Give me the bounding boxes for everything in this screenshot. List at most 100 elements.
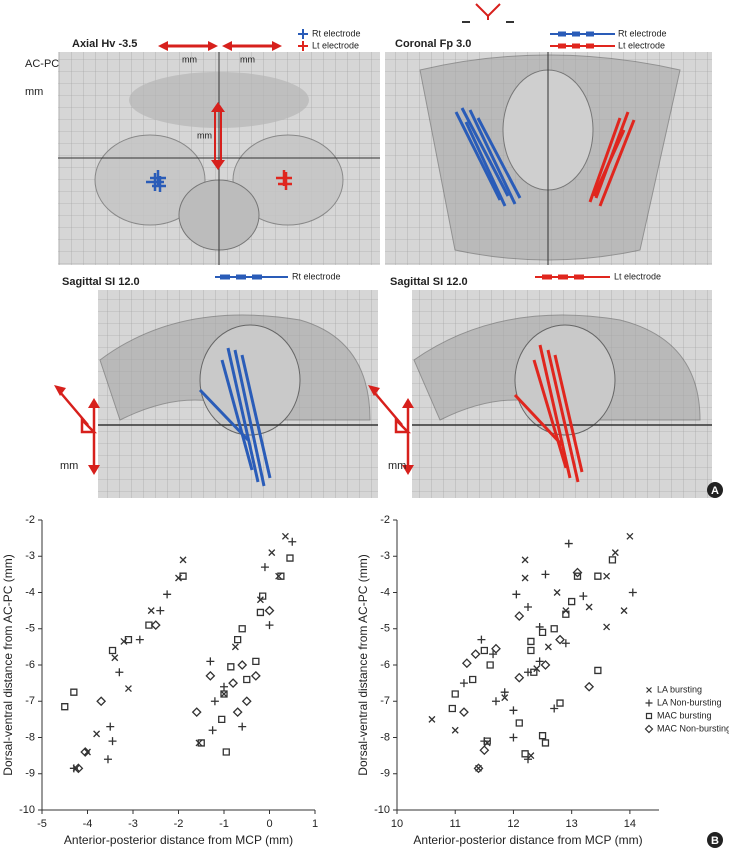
y-tick-label: -6 (380, 659, 390, 671)
data-point (61, 703, 69, 711)
legend-label: Lt electrode (614, 271, 661, 281)
data-point (256, 608, 265, 617)
data-point (163, 590, 172, 599)
x-tick-label: -3 (128, 818, 138, 830)
coronal-title: Coronal Fp 3.0 (395, 38, 471, 50)
data-point (477, 635, 486, 644)
data-point (620, 607, 628, 615)
data-point (243, 675, 251, 684)
data-point (535, 657, 544, 666)
sagittal-title: Sagittal SI 12.0 (62, 276, 140, 288)
data-point (461, 658, 472, 669)
panel-label: A (711, 485, 719, 497)
data-point (237, 660, 248, 670)
data-point (538, 628, 547, 637)
axial-image (58, 52, 380, 265)
x-tick-label: 12 (507, 818, 519, 830)
data-point (191, 707, 202, 718)
data-point (541, 739, 550, 747)
acpc-label: AC-PC (25, 58, 59, 70)
y-axis-label: Dorsal-ventral distance from AC-PC (mm) (1, 554, 15, 775)
data-point (527, 752, 535, 760)
data-point (584, 681, 595, 692)
data-point (231, 643, 239, 651)
data-point (210, 697, 219, 706)
legend-label: LA bursting (657, 684, 702, 694)
x-tick-label: -1 (219, 818, 229, 830)
mm-label: mm (182, 54, 197, 64)
data-point (483, 737, 491, 745)
data-point (220, 690, 228, 698)
axial-title: Axial Hv -3.5 (72, 38, 137, 50)
data-point (491, 643, 501, 654)
data-point (232, 707, 243, 718)
data-point (611, 549, 619, 557)
legend-label: Rt electrode (312, 28, 361, 38)
x-tick-label: 0 (266, 818, 272, 830)
data-point (106, 722, 115, 731)
data-point (514, 672, 525, 683)
data-point (448, 704, 456, 713)
data-point (573, 572, 582, 580)
data-point (469, 675, 477, 684)
x-axis-label: Anterior-posterior distance from MCP (mm… (413, 833, 642, 847)
legend-label: Lt electrode (312, 40, 359, 50)
data-point (527, 646, 535, 655)
data-point (156, 606, 165, 615)
y-tick-label: -9 (380, 768, 390, 780)
data-point (530, 668, 538, 676)
data-point (459, 707, 469, 718)
data-point (84, 748, 91, 756)
data-point (544, 643, 552, 651)
data-point (73, 763, 84, 774)
data-point (220, 682, 228, 691)
y-tick-label: -2 (25, 514, 35, 526)
data-point (555, 634, 565, 645)
x-tick-label: 11 (450, 818, 461, 830)
y-tick-label: -5 (25, 623, 35, 635)
data-point (80, 747, 91, 757)
data-point (608, 556, 617, 564)
data-point (206, 657, 215, 666)
mm-label: mm (388, 460, 406, 472)
data-point (524, 603, 532, 611)
legend-label: Rt electrode (618, 28, 667, 38)
data-point (96, 696, 107, 707)
data-point (195, 739, 203, 747)
x-tick-label: 1 (312, 818, 318, 830)
scale-arrows (158, 41, 282, 170)
x-tick-label: -4 (83, 818, 93, 830)
data-point (479, 745, 490, 756)
orientation-icon (462, 3, 514, 23)
data-point (234, 635, 242, 644)
data-point (541, 570, 550, 579)
data-point (561, 639, 570, 648)
data-point (562, 610, 570, 618)
legend-label: MAC bursting (657, 710, 712, 720)
x-tick-label: -2 (174, 818, 184, 830)
x-tick-label: 14 (624, 818, 636, 830)
y-tick-label: -9 (25, 768, 35, 780)
coronal-image (385, 52, 712, 265)
y-tick-label: -8 (380, 731, 390, 743)
data-point (603, 572, 611, 580)
data-point (228, 678, 239, 689)
legend-label: LA Non-bursting (657, 697, 722, 707)
y-tick-label: -7 (380, 695, 390, 707)
data-point (470, 649, 481, 660)
data-point (538, 732, 547, 740)
data-point (222, 748, 230, 756)
y-tick-label: -5 (380, 623, 390, 635)
data-point (540, 660, 551, 670)
data-point (568, 597, 576, 606)
data-point (509, 706, 518, 715)
legend-marker (645, 699, 653, 707)
data-point (501, 694, 509, 702)
legend-marker (645, 712, 653, 720)
data-point (277, 572, 285, 580)
data-point (250, 670, 261, 681)
y-axis-label: Dorsal-ventral distance from AC-PC (mm) (356, 554, 370, 775)
data-point (514, 611, 525, 621)
data-point (115, 668, 124, 677)
x-tick-label: 10 (391, 818, 403, 830)
